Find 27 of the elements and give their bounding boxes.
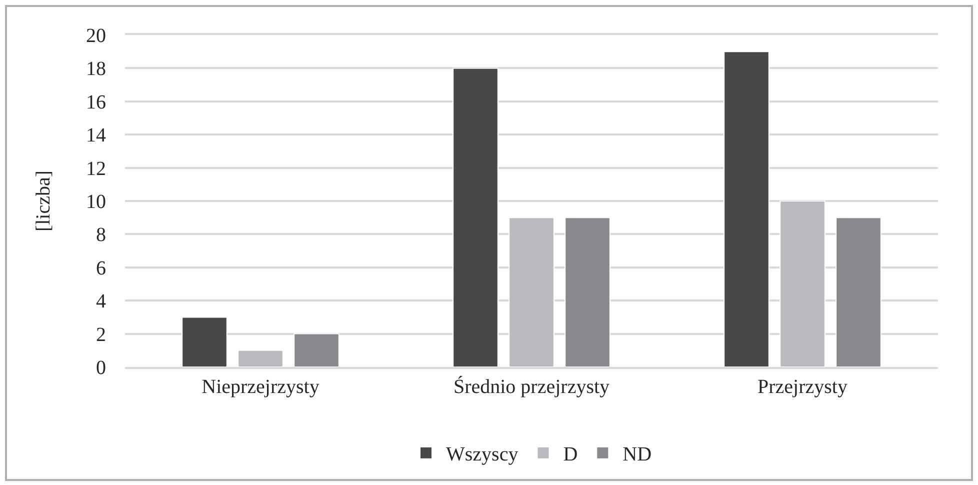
legend-label: Wszyscy: [446, 444, 518, 466]
y-tick-label: 12: [86, 158, 106, 180]
y-tick-label: 10: [86, 191, 106, 213]
y-axis-title: [liczba]: [32, 170, 54, 232]
y-tick-label: 2: [96, 324, 106, 346]
y-tick-label: 18: [86, 58, 106, 80]
y-tick-label: 8: [96, 224, 106, 246]
x-tick-label: Przejrzysty: [758, 376, 848, 398]
x-tick-label: Nieprzejrzysty: [202, 376, 320, 398]
y-tick-label: 20: [86, 25, 106, 47]
y-tick-label: 14: [86, 124, 106, 147]
legend-label: D: [563, 444, 578, 466]
bar: [294, 333, 340, 367]
bar: [452, 68, 498, 367]
bar: [182, 316, 228, 367]
bar: [238, 350, 284, 367]
bar: [836, 217, 882, 367]
bar: [508, 217, 554, 367]
bar: [724, 51, 770, 367]
y-tick-label: 4: [96, 290, 106, 313]
bar: [780, 200, 826, 367]
bar: [564, 217, 610, 367]
y-tick-label: 0: [96, 357, 106, 379]
y-tick-label: 16: [86, 91, 106, 114]
x-tick-label: Średnio przejrzysty: [453, 375, 610, 398]
y-tick-label: 6: [96, 257, 106, 280]
legend-label: ND: [622, 444, 652, 466]
